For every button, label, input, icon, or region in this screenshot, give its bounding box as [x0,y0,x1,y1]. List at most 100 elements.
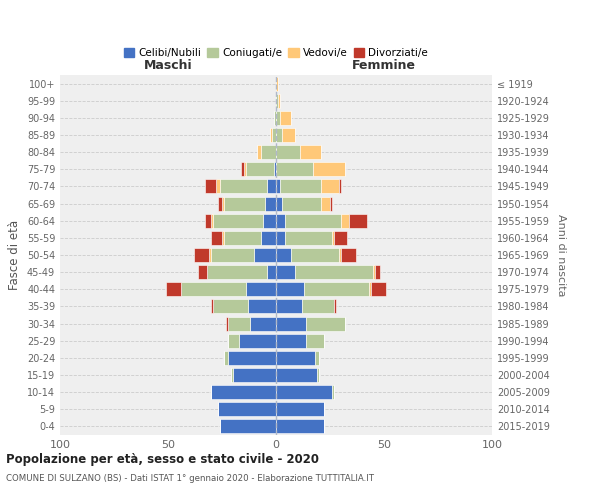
Bar [220,180,268,194]
Bar [300,145,322,159]
Bar [276,111,280,125]
Bar [376,265,380,279]
Bar [224,196,265,210]
Bar [284,214,341,228]
Bar [284,231,332,245]
Bar [229,316,250,330]
Text: Maschi: Maschi [143,58,193,71]
Bar [222,196,224,210]
Bar [272,128,276,142]
Bar [250,316,276,330]
Bar [332,231,334,245]
Bar [276,231,284,245]
Bar [229,334,239,347]
Bar [218,196,222,210]
Bar [233,368,276,382]
Bar [276,180,280,194]
Bar [322,180,338,194]
Bar [306,334,323,347]
Bar [209,248,211,262]
Bar [261,231,276,245]
Bar [224,231,261,245]
Bar [244,162,246,176]
Bar [268,180,276,194]
Bar [274,111,276,125]
Bar [280,111,291,125]
Bar [276,248,291,262]
Bar [239,334,276,347]
Bar [334,300,337,314]
Bar [220,420,276,434]
Bar [276,162,313,176]
Bar [280,180,322,194]
Bar [246,282,276,296]
Bar [211,385,276,399]
Bar [315,351,319,365]
Bar [276,402,323,416]
Bar [283,196,322,210]
Bar [241,162,244,176]
Bar [338,180,341,194]
Bar [230,368,233,382]
Bar [302,300,334,314]
Bar [276,265,295,279]
Bar [276,385,332,399]
Bar [338,248,341,262]
Bar [276,420,323,434]
Text: Femmine: Femmine [352,58,416,71]
Bar [276,334,306,347]
Y-axis label: Fasce di età: Fasce di età [8,220,21,290]
Legend: Celibi/Nubili, Coniugati/e, Vedovi/e, Divorziati/e: Celibi/Nubili, Coniugati/e, Vedovi/e, Di… [119,44,433,62]
Bar [198,265,207,279]
Bar [229,351,276,365]
Bar [373,265,376,279]
Bar [211,248,254,262]
Y-axis label: Anni di nascita: Anni di nascita [556,214,566,296]
Bar [257,145,261,159]
Bar [276,76,278,90]
Bar [341,248,356,262]
Bar [166,282,181,296]
Bar [295,265,373,279]
Bar [211,231,222,245]
Bar [218,402,276,416]
Text: COMUNE DI SULZANO (BS) - Dati ISTAT 1° gennaio 2020 - Elaborazione TUTTITALIA.IT: COMUNE DI SULZANO (BS) - Dati ISTAT 1° g… [6,474,374,483]
Bar [341,214,349,228]
Bar [261,145,276,159]
Bar [263,214,276,228]
Bar [276,94,278,108]
Bar [214,300,248,314]
Bar [306,316,345,330]
Bar [265,196,276,210]
Bar [322,196,330,210]
Bar [276,300,302,314]
Bar [274,162,276,176]
Bar [332,385,334,399]
Bar [254,248,276,262]
Bar [276,145,300,159]
Bar [276,196,283,210]
Bar [207,265,268,279]
Bar [215,180,220,194]
Bar [224,351,229,365]
Bar [304,282,369,296]
Bar [276,128,283,142]
Bar [268,265,276,279]
Bar [334,231,347,245]
Bar [313,162,345,176]
Bar [246,162,274,176]
Bar [317,368,319,382]
Bar [194,248,209,262]
Text: Popolazione per età, sesso e stato civile - 2020: Popolazione per età, sesso e stato civil… [6,452,319,466]
Bar [276,368,317,382]
Bar [276,316,306,330]
Bar [330,196,332,210]
Bar [181,282,246,296]
Bar [276,282,304,296]
Bar [205,180,215,194]
Bar [222,231,224,245]
Bar [349,214,367,228]
Bar [248,300,276,314]
Bar [283,128,295,142]
Bar [276,214,284,228]
